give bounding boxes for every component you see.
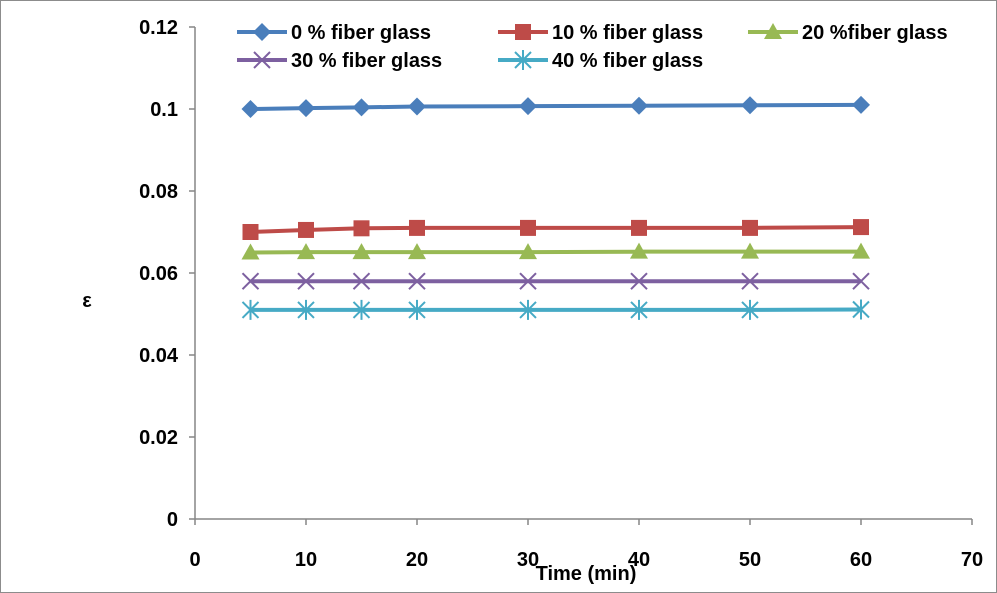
y-axis-title: ε	[82, 290, 92, 312]
data-point	[241, 100, 260, 118]
axes	[194, 27, 972, 520]
series-3	[241, 272, 870, 290]
x-tick-label: 50	[739, 549, 761, 571]
x-tick-label: 10	[295, 549, 317, 571]
data-point	[742, 219, 758, 236]
x-axis-ticks: 0 10 20 30 40 50 60 70	[189, 519, 983, 571]
x-tick-label: 70	[961, 549, 983, 571]
legend-item: 40 % fiber glass	[498, 50, 703, 72]
y-tick-label: 0.02	[139, 427, 178, 449]
y-tick-label: 0.04	[139, 345, 179, 367]
data-point	[853, 219, 869, 236]
x-tick-label: 60	[850, 549, 872, 571]
data-point	[241, 243, 260, 260]
data-point	[352, 98, 371, 117]
data-point	[352, 272, 371, 290]
data-point	[241, 272, 260, 290]
legend: 0 % fiber glass 10 % fiber glass 20 %fiber…	[237, 22, 948, 72]
data-point	[352, 243, 371, 260]
data-point	[409, 219, 425, 236]
data-point	[630, 242, 648, 259]
data-point	[520, 219, 536, 236]
data-point	[297, 243, 315, 260]
series-1	[242, 219, 869, 240]
y-tick-label: 0.1	[150, 99, 178, 121]
data-point	[630, 272, 648, 290]
y-tick-label: 0.06	[139, 263, 178, 285]
legend-label: 10 % fiber glass	[552, 22, 703, 44]
data-point	[741, 96, 759, 115]
legend-swatch-marker	[253, 51, 271, 69]
data-point	[241, 299, 260, 320]
data-point	[741, 272, 759, 290]
legend-label: 20 %fiber glass	[802, 22, 948, 44]
x-tick-label: 20	[406, 549, 428, 571]
data-point	[631, 219, 647, 236]
data-point	[408, 272, 426, 290]
legend-label: 40 % fiber glass	[552, 50, 703, 72]
data-point	[852, 242, 870, 259]
x-tick-label: 0	[189, 549, 200, 571]
data-point	[297, 272, 315, 290]
data-point	[353, 220, 370, 237]
legend-label: 0 % fiber glass	[291, 22, 431, 44]
legend-item: 10 % fiber glass	[498, 22, 703, 44]
data-point	[242, 224, 259, 240]
data-point	[519, 243, 537, 260]
x-tick-label: 30	[517, 549, 539, 571]
data-point	[741, 242, 759, 259]
data-point	[352, 299, 371, 320]
legend-swatch-marker	[253, 23, 271, 41]
data-point	[297, 299, 315, 320]
legend-item: 20 %fiber glass	[748, 22, 948, 44]
x-axis-title: Time (min)	[536, 563, 637, 585]
data-point	[298, 221, 314, 238]
data-point	[852, 95, 870, 114]
series-4	[241, 299, 870, 320]
y-tick-label: 0.08	[139, 181, 178, 203]
data-point	[741, 299, 759, 320]
data-point	[408, 97, 426, 116]
legend-swatch-marker	[514, 50, 532, 70]
series-2	[241, 242, 870, 260]
data-point	[408, 299, 426, 320]
data-point	[408, 243, 426, 260]
data-point	[297, 99, 315, 118]
data-point	[630, 96, 648, 115]
data-point	[519, 272, 537, 290]
series-line	[250, 102, 862, 111]
data-point	[852, 299, 870, 320]
legend-swatch-marker	[764, 23, 782, 39]
y-tick-label: 0.12	[139, 17, 178, 39]
data-point	[519, 299, 537, 320]
series-line	[250, 225, 862, 234]
data-point	[519, 97, 537, 116]
data-point	[852, 272, 870, 290]
x-tick-label: 40	[628, 549, 650, 571]
y-axis-ticks: 0 0.02 0.04 0.06 0.08 0.1 0.12	[139, 17, 195, 531]
y-tick-label: 0	[167, 509, 178, 531]
legend-label: 30 % fiber glass	[291, 50, 442, 72]
series-line	[250, 249, 861, 255]
data-point	[630, 299, 648, 320]
legend-swatch-marker	[515, 24, 531, 40]
legend-item: 30 % fiber glass	[237, 50, 442, 72]
series-0	[241, 95, 870, 118]
series-layer	[241, 95, 870, 320]
legend-item: 0 % fiber glass	[237, 22, 431, 44]
